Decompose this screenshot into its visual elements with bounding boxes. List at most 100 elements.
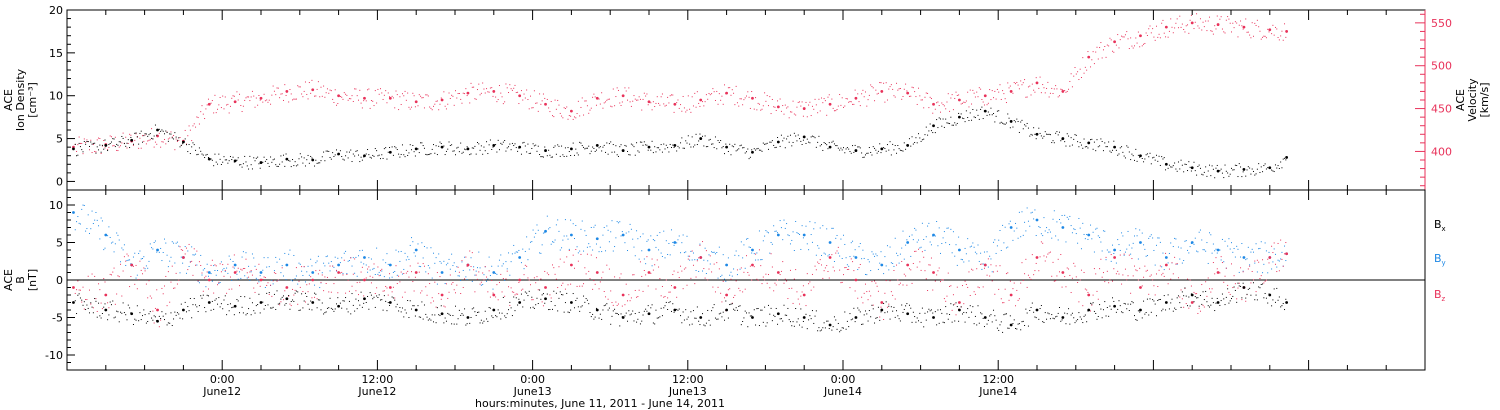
density-dot [134,132,136,134]
bx-dot [658,317,660,319]
by-point [1113,248,1116,252]
by-dot [1003,242,1005,244]
by-dot [1091,238,1093,240]
velocity-dot [193,123,195,125]
bx-dot [126,319,128,321]
velocity-dot [1278,39,1280,41]
by-dot [704,247,706,249]
bz-dot [86,299,88,301]
bx-dot [1109,305,1111,307]
velocity-dot [839,94,841,96]
density-dot [226,159,228,161]
bz-dot [927,290,929,292]
by-dot [976,253,978,255]
bx-dot [670,310,672,312]
density-dot [88,145,90,147]
bx-dot [941,312,943,314]
by-dot [687,255,689,257]
bx-dot [231,307,233,309]
bx-dot [971,311,973,313]
bx-dot [584,301,586,303]
density-dot [363,156,365,158]
bz-dot [822,277,824,279]
velocity-dot [849,101,851,103]
velocity-dot [831,98,833,100]
by-dot [958,236,960,238]
velocity-dot [127,142,129,144]
by-dot [1247,246,1249,248]
by-dot [498,259,500,261]
by-dot [254,265,256,267]
bz-dot [266,284,268,286]
velocity-dot [1149,25,1151,27]
density-dot [1254,174,1256,176]
bx-dot [108,314,110,316]
by-dot [196,264,198,266]
by-dot [95,212,97,214]
by-dot [1201,239,1203,241]
bx-dot [1212,302,1214,304]
velocity-dot [1228,18,1230,20]
by-dot [531,241,533,243]
velocity-dot [894,96,896,98]
density-dot [320,160,322,162]
bx-dot [680,315,682,317]
bz-dot [586,253,588,255]
bz-dot [1022,279,1024,281]
bx-dot [1176,297,1178,299]
velocity-dot [636,99,638,101]
density-dot [130,136,132,138]
density-dot [579,141,581,143]
density-dot [885,150,887,152]
density-dot [1284,157,1286,159]
velocity-dot [902,95,904,97]
density-dot [747,148,749,150]
bz-dot [100,302,102,304]
velocity-dot [1163,32,1165,34]
density-dot [103,148,105,150]
bz-dot [346,274,348,276]
density-dot [852,145,854,147]
bx-dot [902,311,904,313]
by-dot [1083,233,1085,235]
velocity-dot [395,90,397,92]
bz-dot [396,283,398,285]
density-dot [783,137,785,139]
velocity-dot [104,147,106,149]
bx-dot [496,316,498,318]
bz-dot [321,274,323,276]
bx-dot [928,308,930,310]
velocity-dot [96,139,98,141]
bz-dot [164,285,165,287]
bz-dot [509,304,511,306]
density-dot [614,151,616,153]
by-dot [1092,231,1094,233]
density-dot [1132,155,1134,157]
by-dot [394,270,396,272]
bz-dot [98,283,100,285]
density-dot [1055,132,1057,134]
by-dot [594,224,596,226]
legend-by-sub: y [1442,259,1446,267]
velocity-dot [986,104,988,106]
bx-dot [814,315,816,317]
density-dot [624,144,626,146]
bz-dot [341,271,343,273]
velocity-dot [259,99,261,101]
bz-dot [1240,267,1242,269]
bz-dot [118,276,120,278]
by-dot [667,253,669,255]
density-dot [257,156,259,158]
bz-dot [320,281,322,283]
velocity-dot [901,98,903,100]
velocity-dot [713,91,715,93]
velocity-dot [356,95,358,97]
bx-dot [642,314,644,316]
density-dot [814,137,816,139]
density-dot [554,145,556,147]
by-dot [482,284,484,286]
bz-dot [365,277,367,279]
density-dot [142,141,144,143]
by-dot [122,249,124,251]
density-dot [1040,135,1042,137]
